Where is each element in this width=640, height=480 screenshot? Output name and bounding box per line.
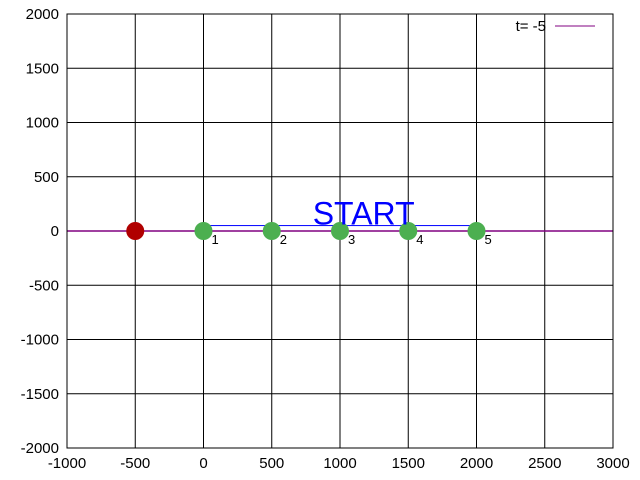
x-tick-label: 0	[199, 455, 207, 472]
x-axis-tick-labels: -1000 -500 0 500 1000 1500 2000 2500 3000	[48, 455, 630, 472]
x-tick-label: 3000	[596, 455, 629, 472]
y-tick-label: -1500	[21, 386, 59, 403]
data-point	[262, 222, 281, 240]
x-tick-label: 1500	[392, 455, 425, 472]
y-tick-label: -1000	[21, 332, 59, 349]
data-point-label: 3	[348, 232, 355, 247]
data-point	[399, 222, 418, 240]
y-tick-label: 0	[51, 223, 59, 240]
x-tick-label: 500	[259, 455, 284, 472]
y-tick-label: 2000	[26, 6, 59, 23]
x-tick-label: -1000	[48, 455, 86, 472]
data-point	[194, 222, 213, 240]
data-point-label: 1	[212, 232, 219, 247]
data-point-label: 5	[485, 232, 492, 247]
plot-frame	[66, 13, 614, 449]
data-point	[126, 222, 145, 240]
y-axis-tick-labels: -2000 -1500 -1000 -500 0 500 1000 1500 2000	[21, 6, 59, 457]
start-annotation: START	[313, 196, 415, 232]
points-layer: 1 2 3 4 5	[126, 222, 492, 247]
data-point-label: 4	[416, 232, 423, 247]
y-tick-label: -2000	[21, 440, 59, 457]
x-tick-label: 1000	[323, 455, 356, 472]
y-tick-label: -500	[29, 277, 59, 294]
y-tick-label: 1000	[26, 115, 59, 132]
data-point	[331, 222, 349, 240]
legend-label: t= -5	[516, 18, 546, 35]
data-point	[467, 222, 486, 240]
x-tick-label: 2500	[528, 455, 561, 472]
x-tick-label: 2000	[460, 455, 493, 472]
y-tick-label: 500	[34, 169, 59, 186]
legend: t= -5	[516, 18, 595, 35]
x-tick-label: -500	[120, 455, 150, 472]
data-point-label: 2	[280, 232, 287, 247]
y-tick-label: 1500	[26, 60, 59, 77]
